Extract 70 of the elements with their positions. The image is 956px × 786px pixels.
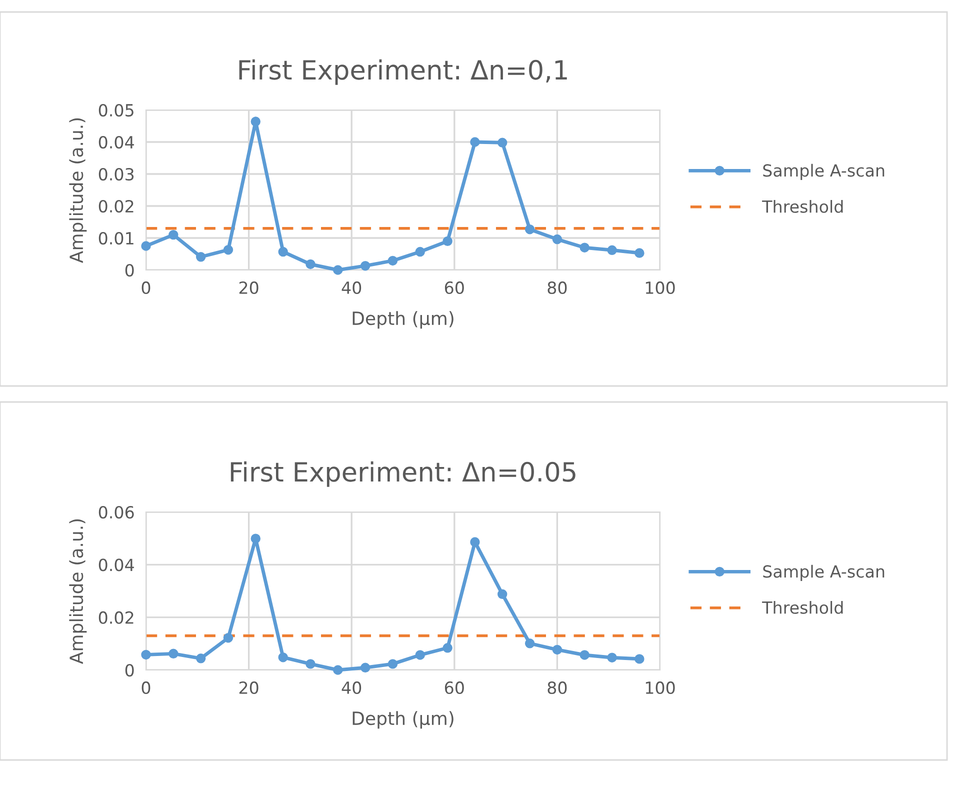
point (580, 650, 590, 660)
point (196, 252, 206, 262)
x-tick-label: 40 (342, 281, 362, 294)
point (306, 259, 316, 270)
chart-title: First Experiment: Δn=0,1 (239, 59, 567, 85)
point (333, 665, 343, 675)
y-tick-label: 0.04 (98, 136, 134, 149)
point (388, 659, 398, 669)
y-tick-label: 0.02 (98, 611, 134, 624)
point (497, 138, 508, 148)
x-tick-label: 80 (548, 681, 567, 694)
x-tick-label: 20 (239, 681, 258, 694)
point (580, 242, 590, 252)
y-tick-label: 0.04 (98, 558, 134, 572)
chart-title: First Experiment: Δn=0.05 (230, 461, 576, 487)
y-tick-label: 0 (125, 664, 134, 677)
point (634, 654, 644, 664)
y-axis-title: Amplitude (a.u.) (69, 118, 87, 264)
point (388, 256, 398, 266)
x-axis-title: Depth (µm) (352, 711, 454, 729)
point (250, 534, 260, 544)
point (168, 648, 178, 659)
point (141, 650, 151, 660)
legend-label: Sample A-scan (763, 164, 884, 180)
x-tick-label: 100 (646, 681, 675, 694)
point (278, 652, 288, 662)
legend-label: Threshold (762, 200, 843, 213)
point (470, 537, 480, 547)
point (524, 224, 535, 234)
point (250, 116, 260, 126)
x-tick-label: 100 (646, 281, 675, 294)
y-tick-label: 0.01 (98, 232, 134, 245)
y-tick-label: 0.05 (98, 104, 134, 117)
point (360, 260, 370, 271)
x-tick-label: 60 (444, 681, 464, 694)
y-tick-label: 0.03 (98, 168, 134, 181)
point (360, 662, 370, 672)
point (442, 643, 452, 653)
x-tick-label: 0 (142, 281, 150, 294)
point (634, 248, 644, 258)
point (552, 234, 562, 244)
point (552, 644, 562, 655)
point (607, 245, 617, 256)
point (223, 244, 234, 255)
y-tick-label: 0.02 (98, 200, 134, 213)
x-tick-label: 20 (239, 281, 258, 294)
point (607, 652, 617, 662)
point (415, 650, 425, 660)
point (306, 659, 316, 669)
point (141, 241, 151, 251)
point (415, 246, 425, 257)
point (524, 638, 535, 648)
x-tick-label: 40 (342, 681, 362, 694)
x-axis-title: Depth (µm) (352, 311, 454, 329)
point (223, 633, 234, 643)
point (168, 230, 178, 240)
point (442, 236, 452, 246)
x-tick-label: 60 (444, 281, 464, 294)
legend-label: Sample A-scan (763, 564, 884, 581)
y-axis-title: Amplitude (a.u.) (69, 519, 87, 664)
point (196, 654, 206, 664)
x-tick-label: 0 (142, 681, 150, 694)
y-tick-label: 0.06 (98, 506, 134, 519)
point (470, 137, 480, 147)
point (333, 265, 343, 275)
legend-label: Threshold (762, 601, 843, 614)
x-tick-label: 80 (548, 281, 567, 294)
point (497, 589, 508, 600)
y-tick-label: 0 (125, 264, 134, 277)
point (278, 246, 288, 257)
